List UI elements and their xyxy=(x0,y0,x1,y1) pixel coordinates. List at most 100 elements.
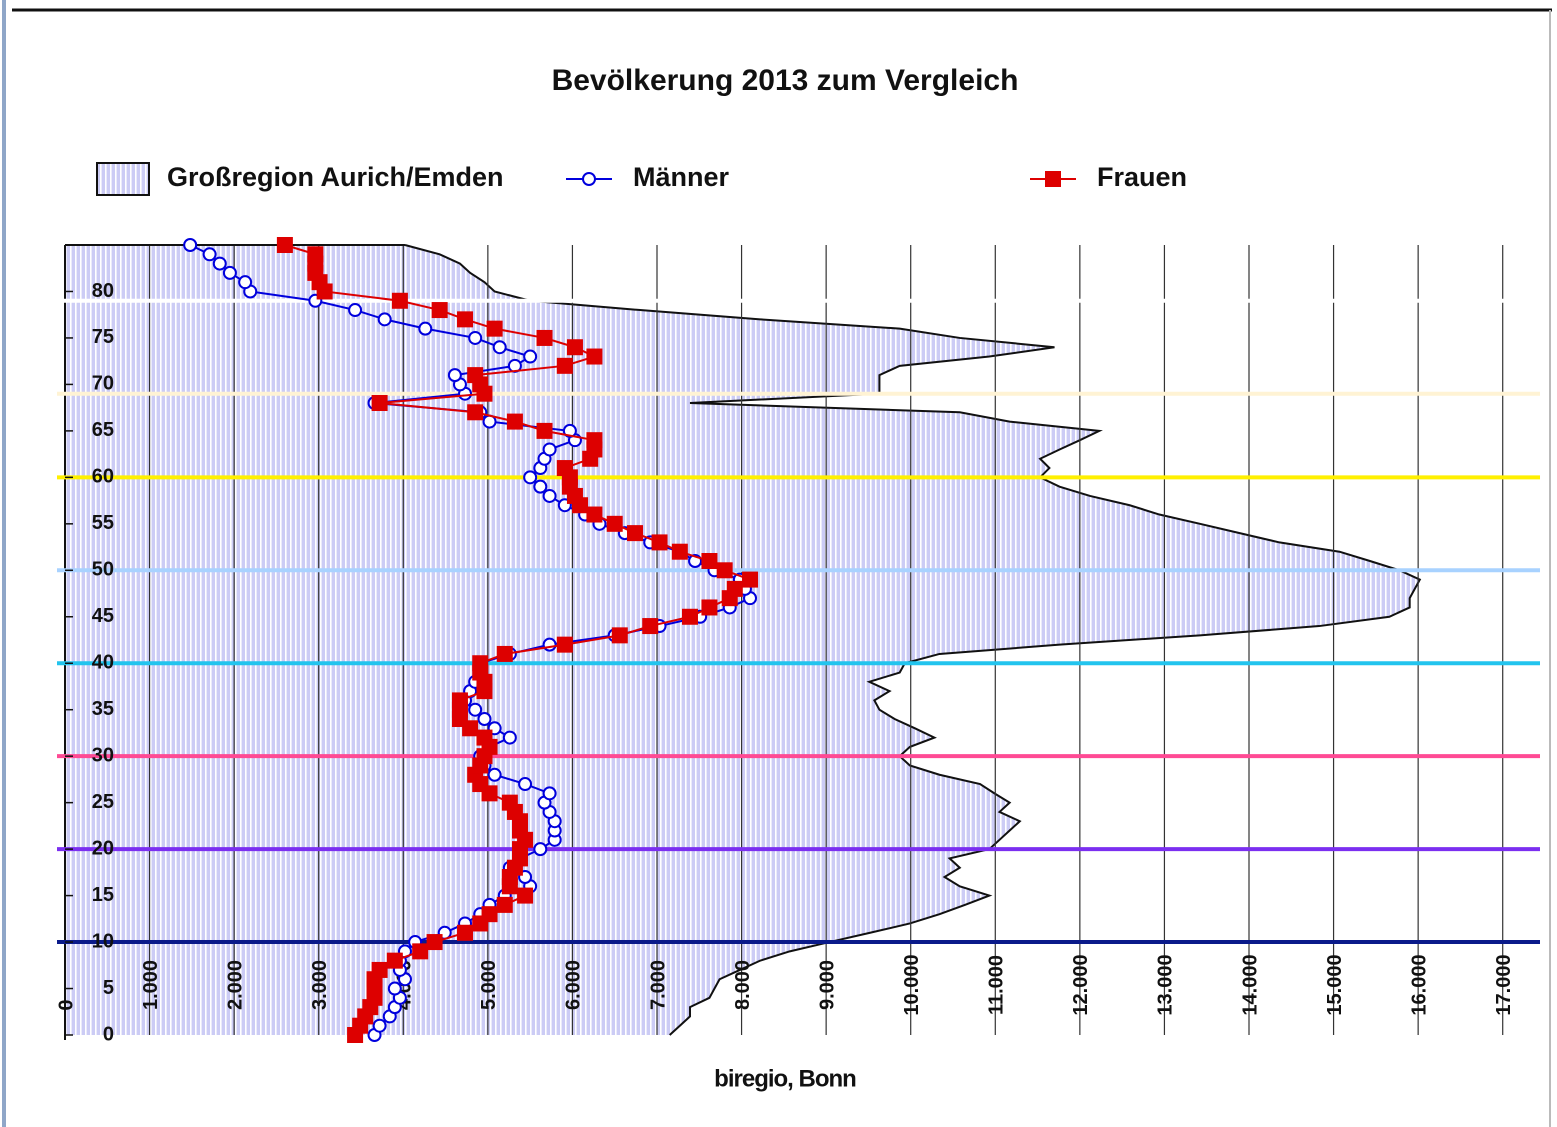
x-tick-label: 15.000 xyxy=(1324,954,1346,1015)
marker xyxy=(536,329,553,346)
x-tick-label: 1.000 xyxy=(140,960,162,1010)
y-tick-label: 80 xyxy=(92,280,114,302)
legend-item: Großregion Aurich/Emden xyxy=(96,162,504,196)
marker xyxy=(523,470,538,485)
marker xyxy=(481,906,498,923)
legend-label: Großregion Aurich/Emden xyxy=(167,162,504,192)
marker xyxy=(472,655,489,672)
marker xyxy=(377,312,392,327)
marker xyxy=(533,842,548,857)
y-tick-label: 40 xyxy=(92,652,114,674)
marker xyxy=(348,303,363,318)
marker xyxy=(742,571,759,588)
marker xyxy=(467,367,484,384)
marker xyxy=(627,525,644,542)
marker xyxy=(542,488,557,503)
marker xyxy=(716,562,733,579)
marker xyxy=(642,618,659,635)
y-tick-label: 15 xyxy=(92,884,114,906)
y-tick-label: 60 xyxy=(92,466,114,488)
y-tick-label: 5 xyxy=(103,977,114,999)
x-tick-label: 7.000 xyxy=(647,960,669,1010)
marker xyxy=(426,934,443,951)
marker xyxy=(562,423,577,438)
marker xyxy=(492,340,507,355)
marker xyxy=(487,767,502,782)
marker xyxy=(506,413,523,430)
legend-swatch xyxy=(96,162,150,196)
marker xyxy=(467,404,484,421)
marker xyxy=(556,460,573,477)
x-tick-label: 11.000 xyxy=(986,955,1008,1015)
marker xyxy=(496,645,513,662)
marker xyxy=(431,302,448,319)
area-outline xyxy=(404,244,1422,1036)
x-tick-label: 10.000 xyxy=(901,954,923,1015)
marker xyxy=(606,515,623,532)
marker xyxy=(468,702,483,717)
marker xyxy=(447,368,462,383)
marker xyxy=(566,339,583,356)
y-tick-label: 55 xyxy=(92,512,114,534)
marker xyxy=(671,543,688,560)
marker xyxy=(477,712,492,726)
x-tick-label: 6.000 xyxy=(563,960,585,1010)
marker xyxy=(701,553,718,569)
legend-item: Frauen xyxy=(1030,162,1187,192)
chart-title: Bevölkerung 2013 zum Vergleich xyxy=(552,64,1019,97)
marker xyxy=(418,321,433,336)
x-tick-label: 16.000 xyxy=(1408,954,1430,1015)
marker xyxy=(556,636,573,653)
marker xyxy=(701,599,718,616)
marker xyxy=(387,981,402,996)
marker xyxy=(276,237,293,253)
marker xyxy=(517,887,534,904)
marker xyxy=(518,777,533,792)
marker xyxy=(542,442,557,457)
marker xyxy=(726,580,743,597)
marker xyxy=(536,422,553,439)
marker xyxy=(586,432,603,449)
marker xyxy=(457,924,474,941)
x-tick-label: 3.000 xyxy=(309,960,331,1010)
marker xyxy=(451,692,468,709)
x-tick-label: 14.000 xyxy=(1239,954,1261,1015)
source-note: biregio, Bonn xyxy=(714,1065,856,1092)
marker xyxy=(183,238,198,252)
marker xyxy=(681,608,698,625)
y-tick-label: 70 xyxy=(92,373,114,395)
marker xyxy=(238,275,253,290)
marker xyxy=(371,395,388,411)
marker xyxy=(501,794,518,811)
x-tick-label: 8.000 xyxy=(732,960,754,1010)
marker xyxy=(307,246,324,263)
marker xyxy=(391,292,408,309)
marker xyxy=(651,534,668,551)
marker xyxy=(496,896,513,913)
y-tick-label: 45 xyxy=(92,605,114,627)
marker xyxy=(222,265,237,280)
legend-marker xyxy=(1045,171,1061,187)
marker xyxy=(372,1018,387,1033)
legend-label: Frauen xyxy=(1097,162,1187,192)
marker xyxy=(586,506,603,523)
y-tick-label: 50 xyxy=(92,559,114,581)
x-tick-label: 5.000 xyxy=(478,960,500,1010)
marker xyxy=(586,348,603,365)
x-tick-label: 0 xyxy=(55,999,77,1010)
y-tick-label: 65 xyxy=(92,419,114,441)
legend-label: Männer xyxy=(633,162,730,192)
marker xyxy=(611,627,628,644)
marker xyxy=(386,952,403,969)
marker xyxy=(468,330,483,345)
y-tick-label: 25 xyxy=(92,791,114,813)
marker xyxy=(457,311,474,328)
marker xyxy=(542,786,557,801)
y-tick-label: 20 xyxy=(92,837,114,859)
x-tick-label: 12.000 xyxy=(1070,954,1092,1015)
y-tick-label: 30 xyxy=(92,744,114,766)
x-tick-label: 9.000 xyxy=(816,960,838,1010)
marker xyxy=(202,247,217,262)
marker xyxy=(542,637,557,652)
